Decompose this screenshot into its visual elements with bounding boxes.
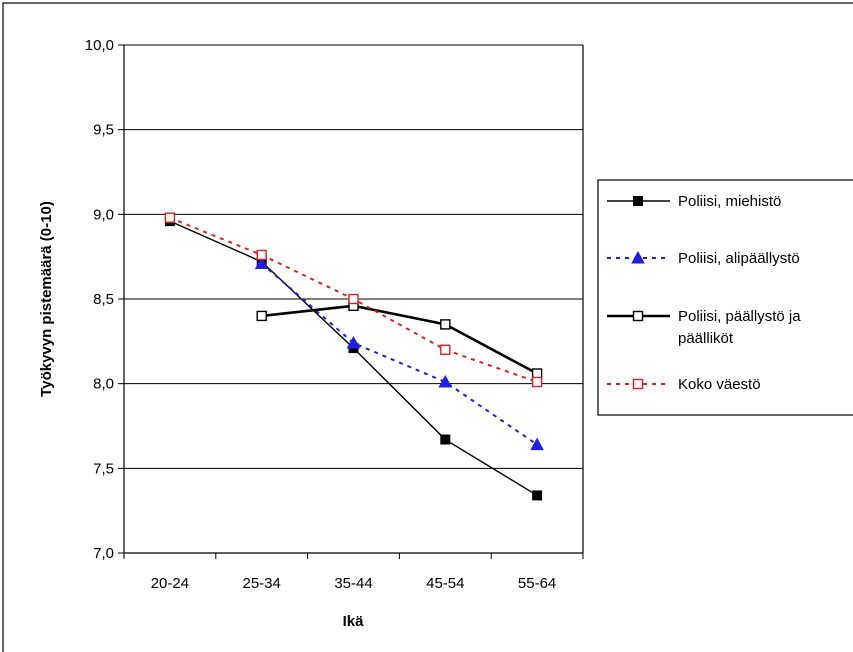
series-1	[254, 256, 544, 451]
x-tick-label: 45-54	[426, 575, 464, 592]
data-point	[438, 374, 453, 388]
x-tick-label: 20-24	[151, 575, 189, 592]
data-point	[440, 344, 451, 355]
legend-label: Koko väestö	[678, 376, 761, 393]
legend-label: päälliköt	[678, 330, 734, 347]
data-point	[254, 256, 269, 269]
series-line	[261, 262, 538, 446]
legend-marker	[632, 378, 644, 390]
data-point	[530, 437, 544, 451]
y-tick-label: 7,5	[93, 460, 114, 477]
ticks: 7,0 7,5 8,0 8,5 9,0 9,5 10,0 20-24 25-34 35-44 45-…	[85, 37, 584, 592]
legend-marker	[632, 310, 644, 322]
y-tick-label: 9,5	[93, 122, 114, 139]
y-tick-label: 8,5	[93, 291, 114, 308]
series-3	[164, 212, 543, 388]
x-tick-label: 25-34	[243, 575, 281, 592]
legend: Poliisi, miehistö Poliisi, alipäällystö Po…	[597, 179, 853, 416]
y-axis-title: Työkyvyn pistemäärä (0-10)	[38, 201, 55, 397]
y-tick-label: 8,0	[93, 376, 114, 393]
data-point	[164, 212, 176, 223]
legend-label: Poliisi, miehistö	[678, 193, 781, 210]
series-line	[261, 304, 538, 375]
data-point	[440, 434, 451, 445]
legend-box	[597, 179, 853, 416]
series-2	[256, 300, 543, 379]
legend-marker	[633, 196, 643, 206]
data-point	[440, 319, 451, 330]
x-tick-label: 55-64	[518, 575, 556, 592]
legend-marker	[631, 250, 645, 264]
x-tick-label: 35-44	[334, 575, 372, 592]
y-tick-label: 10,0	[85, 37, 114, 54]
series	[164, 212, 544, 501]
y-tick-label: 7,0	[93, 545, 114, 562]
x-axis-title: Ikä	[343, 613, 365, 630]
data-point	[531, 368, 543, 379]
data-point	[531, 376, 543, 388]
y-tick-label: 9,0	[93, 206, 114, 223]
data-point	[256, 249, 267, 261]
data-point	[346, 335, 361, 349]
data-point	[532, 490, 543, 501]
data-point	[256, 310, 267, 322]
data-point	[348, 293, 359, 305]
legend-label: Poliisi, alipäällystö	[678, 250, 800, 267]
legend-label: Poliisi, päällystö ja	[678, 308, 801, 325]
